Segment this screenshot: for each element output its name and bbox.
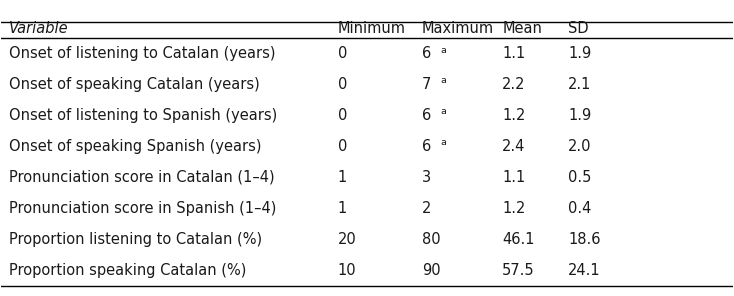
Text: 3: 3 <box>422 170 431 185</box>
Text: a: a <box>440 107 446 116</box>
Text: 0: 0 <box>338 77 347 92</box>
Text: 2.1: 2.1 <box>568 77 592 92</box>
Text: 6: 6 <box>422 139 431 154</box>
Text: Proportion listening to Catalan (%): Proportion listening to Catalan (%) <box>9 232 262 247</box>
Text: a: a <box>440 46 446 54</box>
Text: Onset of speaking Catalan (years): Onset of speaking Catalan (years) <box>9 77 259 92</box>
Text: a: a <box>440 139 446 147</box>
Text: 24.1: 24.1 <box>568 263 600 278</box>
Text: 1.9: 1.9 <box>568 46 592 61</box>
Text: 1: 1 <box>338 170 347 185</box>
Text: 6: 6 <box>422 46 431 61</box>
Text: 0: 0 <box>338 46 347 61</box>
Text: 1.1: 1.1 <box>502 46 526 61</box>
Text: 6: 6 <box>422 108 431 123</box>
Text: 80: 80 <box>422 232 440 247</box>
Text: Minimum: Minimum <box>338 21 406 36</box>
Text: 20: 20 <box>338 232 357 247</box>
Text: 1.2: 1.2 <box>502 108 526 123</box>
Text: 2.4: 2.4 <box>502 139 526 154</box>
Text: 0: 0 <box>338 108 347 123</box>
Text: Onset of listening to Spanish (years): Onset of listening to Spanish (years) <box>9 108 277 123</box>
Text: 2.2: 2.2 <box>502 77 526 92</box>
Text: 1: 1 <box>338 201 347 216</box>
Text: Onset of listening to Catalan (years): Onset of listening to Catalan (years) <box>9 46 275 61</box>
Text: 0.4: 0.4 <box>568 201 592 216</box>
Text: Onset of speaking Spanish (years): Onset of speaking Spanish (years) <box>9 139 261 154</box>
Text: 46.1: 46.1 <box>502 232 535 247</box>
Text: 18.6: 18.6 <box>568 232 600 247</box>
Text: Pronunciation score in Catalan (1–4): Pronunciation score in Catalan (1–4) <box>9 170 275 185</box>
Text: 0.5: 0.5 <box>568 170 592 185</box>
Text: 90: 90 <box>422 263 440 278</box>
Text: 0: 0 <box>338 139 347 154</box>
Text: Maximum: Maximum <box>422 21 494 36</box>
Text: a: a <box>440 76 446 86</box>
Text: 7: 7 <box>422 77 431 92</box>
Text: 1.9: 1.9 <box>568 108 592 123</box>
Text: Proportion speaking Catalan (%): Proportion speaking Catalan (%) <box>9 263 246 278</box>
Text: Variable: Variable <box>9 21 68 36</box>
Text: Mean: Mean <box>502 21 542 36</box>
Text: 1.2: 1.2 <box>502 201 526 216</box>
Text: Pronunciation score in Spanish (1–4): Pronunciation score in Spanish (1–4) <box>9 201 276 216</box>
Text: 2: 2 <box>422 201 431 216</box>
Text: 2.0: 2.0 <box>568 139 592 154</box>
Text: SD: SD <box>568 21 589 36</box>
Text: 57.5: 57.5 <box>502 263 535 278</box>
Text: 1.1: 1.1 <box>502 170 526 185</box>
Text: 10: 10 <box>338 263 357 278</box>
